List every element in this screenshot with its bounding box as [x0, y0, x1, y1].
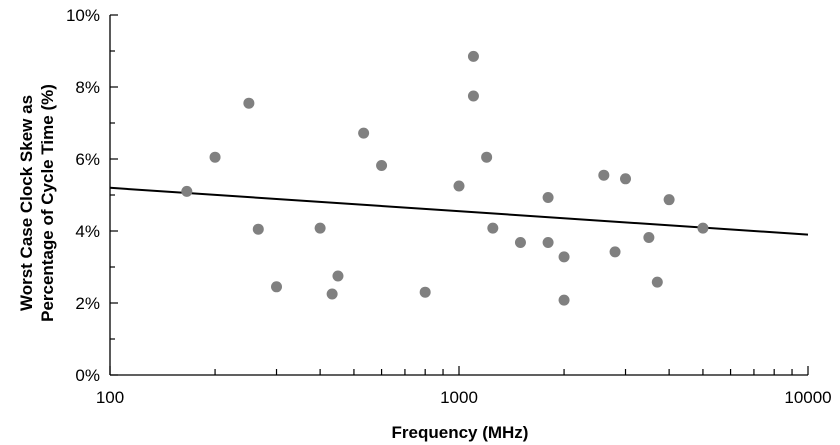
data-point: [252, 223, 264, 235]
data-point: [419, 286, 431, 298]
data-points: [181, 50, 709, 306]
data-point: [609, 246, 621, 258]
data-point: [467, 90, 479, 102]
x-tick-label: 1000: [440, 388, 478, 407]
data-point: [598, 169, 610, 181]
data-point: [243, 97, 255, 109]
y-tick-label: 6%: [75, 150, 100, 169]
data-point: [481, 151, 493, 163]
data-point: [620, 173, 632, 185]
data-point: [651, 276, 663, 288]
y-tick-label: 8%: [75, 78, 100, 97]
trend-line-layer: [109, 186, 809, 236]
data-point: [697, 222, 709, 234]
data-point: [326, 288, 338, 300]
data-point: [542, 192, 554, 204]
data-point: [181, 185, 193, 197]
y-axis-title-line-2: Percentage of Cycle Time (%): [38, 84, 57, 322]
y-tick-label: 4%: [75, 222, 100, 241]
y-axis-title-line-1: Worst Case Clock Skew as: [17, 95, 36, 311]
y-tick-label: 0%: [75, 366, 100, 385]
y-tick-label: 2%: [75, 294, 100, 313]
y-axis-title: Worst Case Clock Skew as Percentage of C…: [17, 84, 57, 322]
data-point: [332, 270, 344, 282]
data-point: [376, 159, 388, 171]
x-tick-label: 10000: [784, 388, 831, 407]
data-point: [663, 194, 675, 206]
data-point: [467, 50, 479, 62]
data-point: [643, 231, 655, 243]
x-axis-title: Frequency (MHz): [392, 423, 529, 442]
data-point: [453, 180, 465, 192]
data-point: [558, 294, 570, 306]
data-point: [271, 281, 283, 293]
data-point: [514, 237, 526, 249]
axes: 0% 2% 4% 6% 8% 10% 100 1000 10000: [66, 6, 832, 407]
data-point: [487, 222, 499, 234]
data-point: [314, 222, 326, 234]
x-tick-label: 100: [96, 388, 124, 407]
data-point: [209, 151, 221, 163]
y-tick-label: 10%: [66, 6, 100, 25]
data-point: [542, 237, 554, 249]
data-point: [358, 127, 370, 139]
data-point: [558, 251, 570, 263]
trend-line: [109, 186, 809, 236]
